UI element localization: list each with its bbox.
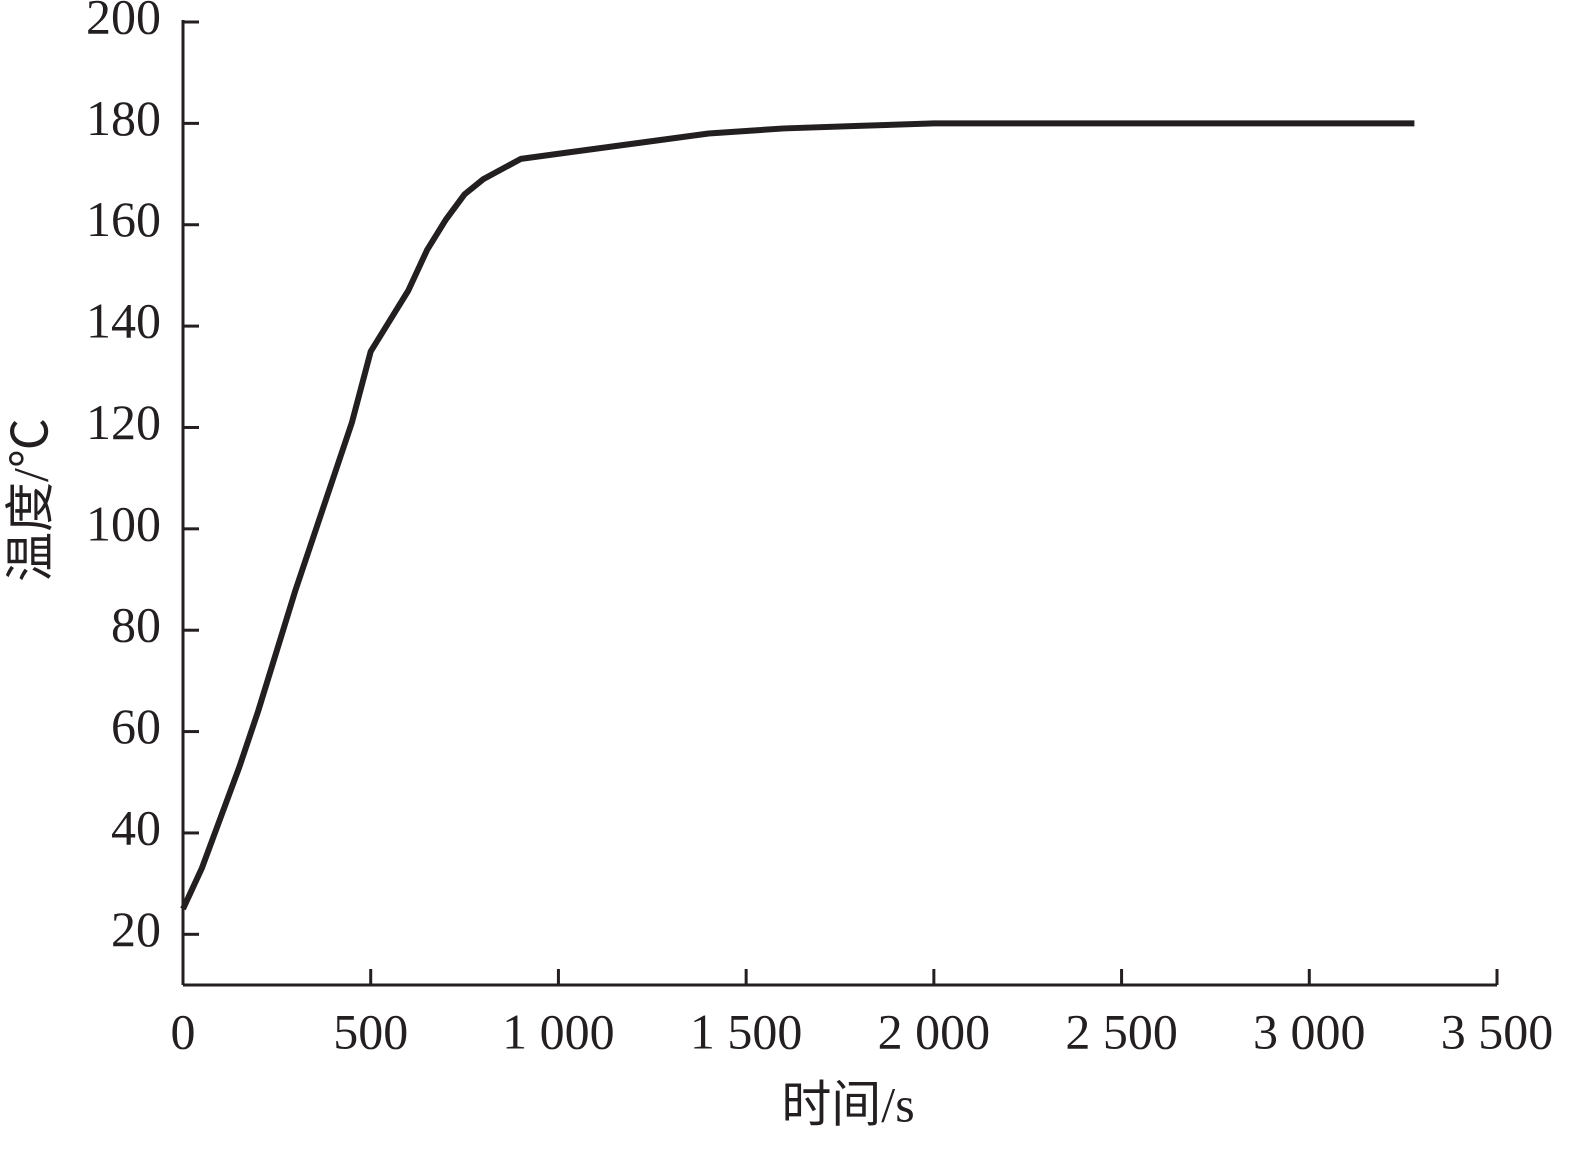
data-line (180, 120, 1415, 911)
y-tick-label: 120 (86, 394, 161, 450)
x-tick-label: 500 (333, 1003, 408, 1059)
x-tick-label: 2 000 (878, 1003, 991, 1059)
y-tick-label: 80 (111, 597, 161, 653)
y-tick-label: 200 (86, 0, 161, 44)
y-tick-label: 180 (86, 90, 161, 146)
x-tick-label: 0 (171, 1003, 196, 1059)
y-tick-label: 160 (86, 191, 161, 247)
y-tick-label: 100 (86, 495, 161, 551)
y-tick-label: 20 (111, 901, 161, 957)
y-tick-label: 140 (86, 293, 161, 349)
x-tick-label: 1 000 (502, 1003, 615, 1059)
x-tick-label: 3 500 (1441, 1003, 1554, 1059)
y-tick-label: 40 (111, 799, 161, 855)
x-tick-label: 1 500 (690, 1003, 803, 1059)
x-tick-label: 2 500 (1065, 1003, 1178, 1059)
y-axis-label: 温度/℃ (2, 418, 58, 582)
x-axis-label: 时间/s (781, 1076, 914, 1132)
y-tick-label: 60 (111, 698, 161, 754)
x-tick-label: 3 000 (1253, 1003, 1366, 1059)
